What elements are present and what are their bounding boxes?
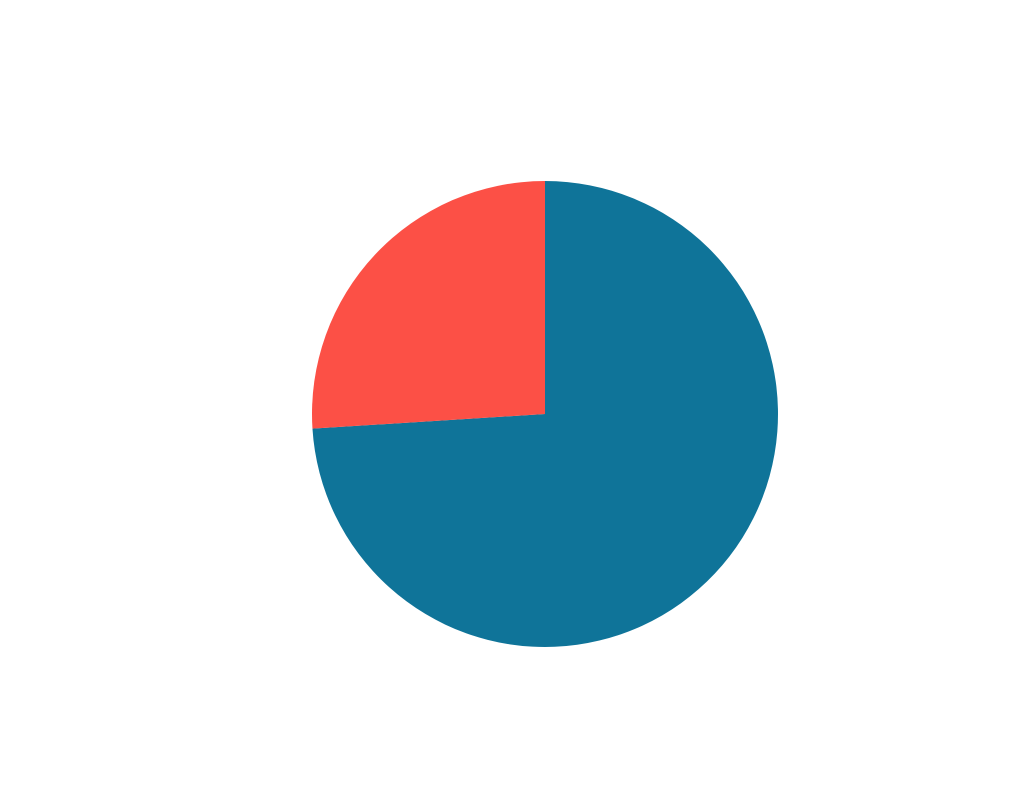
pie-slice bbox=[312, 181, 545, 429]
pie-slice bbox=[312, 181, 778, 647]
